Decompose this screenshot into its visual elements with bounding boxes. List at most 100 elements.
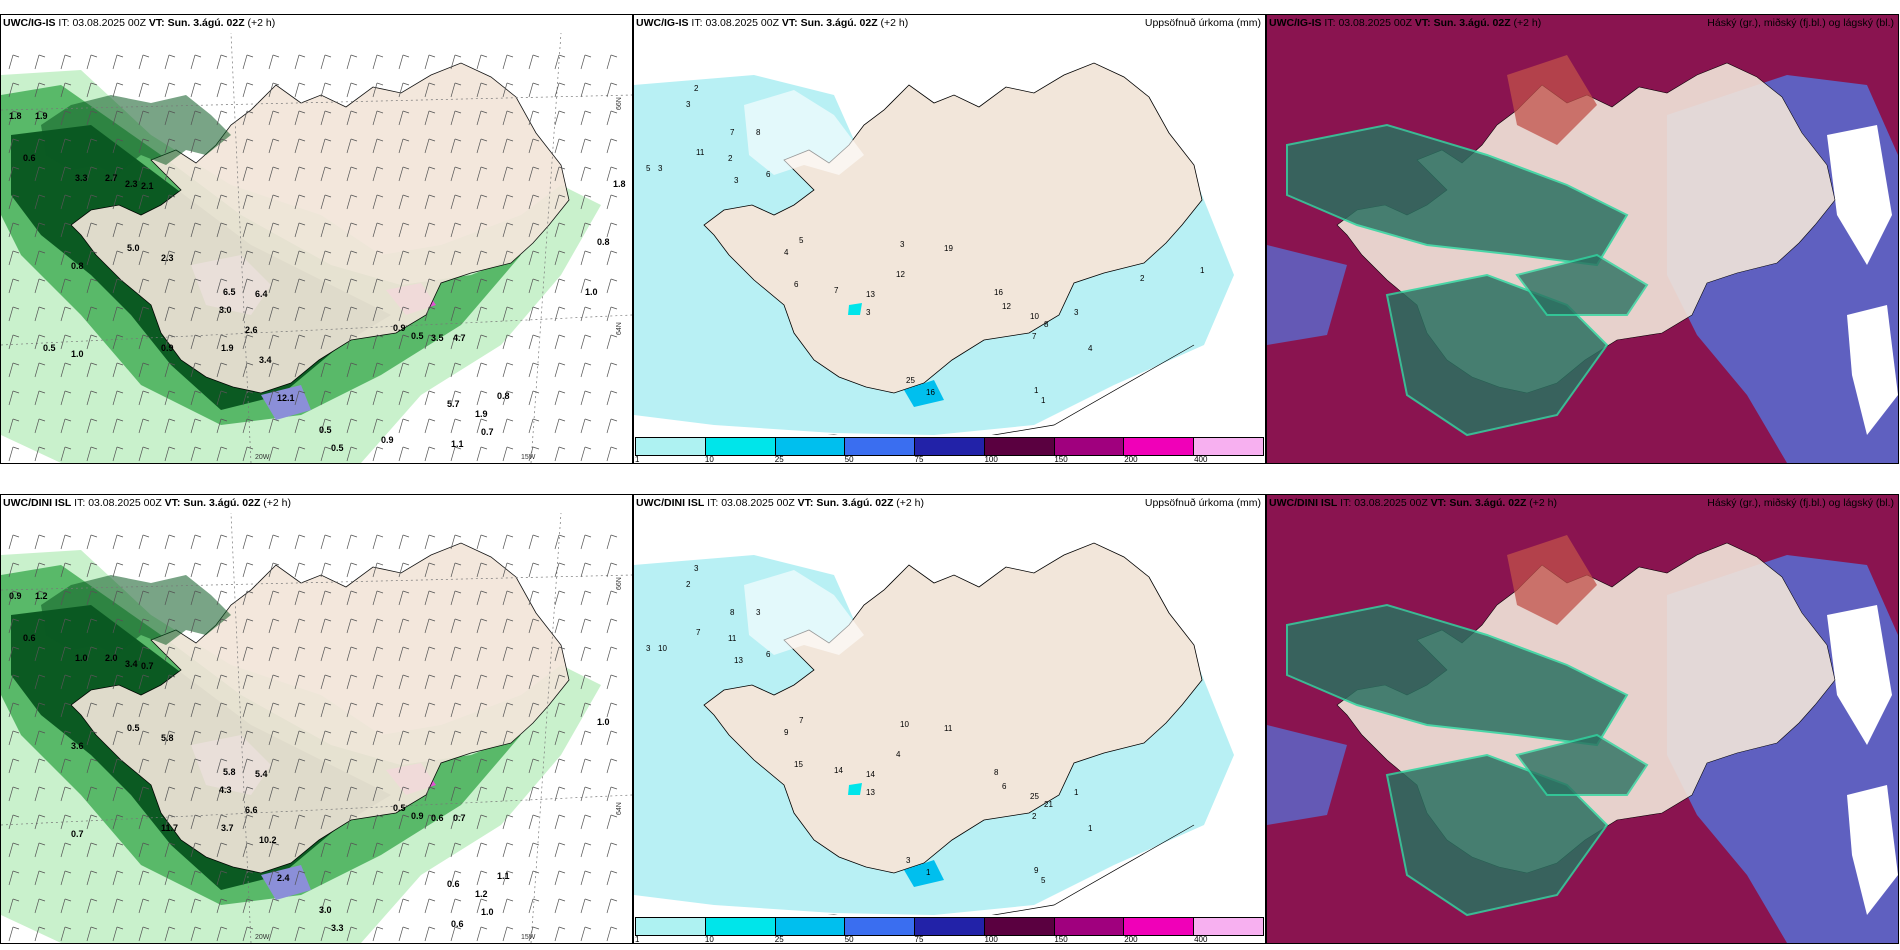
wind-barb [294, 306, 306, 322]
latitude-gridline [1, 574, 632, 591]
wind-barb [476, 82, 488, 98]
wind-barb [112, 786, 124, 802]
wind-barb [580, 278, 592, 294]
wind-barb [528, 110, 540, 126]
wind-barb [476, 138, 488, 154]
wind-barb [528, 362, 540, 378]
panel-header: UWC/DINI ISL IT: 03.08.2025 00Z VT: Sun.… [1269, 497, 1894, 509]
wind-barb [372, 222, 384, 238]
precip-value-label: 11.7 [161, 823, 178, 833]
wind-barb [554, 898, 566, 914]
colorbar-cell [775, 438, 846, 455]
wind-barb [580, 362, 592, 378]
wind-barb [502, 138, 514, 154]
wind-barb [528, 446, 540, 462]
wind-barb [164, 362, 176, 378]
accum-value-label: 6 [766, 170, 771, 179]
wind-barb [424, 926, 436, 942]
wind-barb [8, 446, 20, 462]
wind-barb [346, 250, 358, 266]
wind-barb [502, 250, 514, 266]
colorbar-tick-label: 100 [984, 935, 998, 944]
wind-barb [606, 786, 618, 802]
precip-value-label: 2.0 [105, 653, 118, 663]
wind-barb [268, 730, 280, 746]
wind-barb [580, 674, 592, 690]
mixed-cloud-area [1507, 535, 1597, 625]
wind-barb [164, 278, 176, 294]
precip-value-label: 5.0 [127, 243, 140, 253]
accum-value-label: 7 [1032, 332, 1037, 341]
precip-value-label: 0.6 [451, 919, 464, 929]
wind-barb [268, 702, 280, 718]
colorbar-cell [775, 918, 846, 935]
iceland-land [70, 542, 570, 874]
wind-barb [112, 730, 124, 746]
wind-barb [242, 618, 254, 634]
colorbar-tick-label: 10 [704, 455, 714, 464]
wind-barb [528, 534, 540, 550]
wind-barb [476, 758, 488, 774]
wind-barb [216, 730, 228, 746]
wind-barb [372, 702, 384, 718]
wind-barb [112, 926, 124, 942]
wind-barb [60, 194, 72, 210]
wind-barb [294, 842, 306, 858]
wind-barb [190, 926, 202, 942]
wind-barb [216, 278, 228, 294]
precip-value-label: 4.3 [219, 785, 232, 795]
wind-barb [398, 842, 410, 858]
precip-value-label: 1.2 [35, 591, 48, 601]
wind-barb [86, 194, 98, 210]
wind-barb [216, 590, 228, 606]
precip-value-label: 1.9 [221, 343, 234, 353]
wind-barb [502, 54, 514, 70]
wind-barb [476, 730, 488, 746]
accum-value-label: 4 [1088, 344, 1093, 353]
wind-barb [268, 334, 280, 350]
wind-barb [398, 110, 410, 126]
wind-barb [476, 362, 488, 378]
wind-barb [190, 758, 202, 774]
wind-barb [216, 562, 228, 578]
wind-barb [320, 222, 332, 238]
wind-barb [424, 870, 436, 886]
wind-barb [398, 814, 410, 830]
wind-barb [528, 562, 540, 578]
wind-barb [554, 730, 566, 746]
wind-barb [112, 618, 124, 634]
wind-barb [190, 870, 202, 886]
wind-barb [346, 390, 358, 406]
colorbar-tick-label: 100 [984, 455, 998, 464]
wind-barb [242, 730, 254, 746]
wind-barb [242, 590, 254, 606]
precip-value-label: 0.8 [497, 391, 510, 401]
accum-value-label: 2 [694, 84, 699, 93]
wind-barb [424, 390, 436, 406]
wind-barb [580, 166, 592, 182]
accum-value-label: 12 [1002, 302, 1011, 311]
wind-barb [554, 562, 566, 578]
wind-barb [580, 758, 592, 774]
precip-value-label: 1.0 [597, 717, 610, 727]
wind-barb [580, 618, 592, 634]
wind-barb [138, 926, 150, 942]
wind-barb [112, 418, 124, 434]
wind-barb [606, 562, 618, 578]
accum-value-label: 7 [834, 286, 839, 295]
wind-barb [112, 82, 124, 98]
wind-barb [112, 674, 124, 690]
wind-barb [528, 842, 540, 858]
wind-barb [580, 418, 592, 434]
precip-value-label: 0.6 [23, 633, 36, 643]
wind-barb [112, 222, 124, 238]
wind-barb [424, 54, 436, 70]
wind-barb [450, 166, 462, 182]
wind-barb [424, 222, 436, 238]
colorbar-cell [984, 438, 1055, 455]
wind-barb [86, 166, 98, 182]
wind-barb [164, 814, 176, 830]
wind-barb [450, 898, 462, 914]
accum-value-label: 7 [696, 628, 701, 637]
wind-barb [34, 702, 46, 718]
